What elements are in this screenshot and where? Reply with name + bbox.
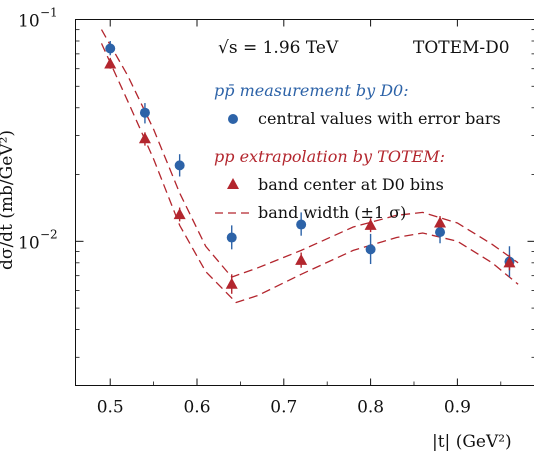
d0-data-point bbox=[139, 107, 150, 118]
marker-group bbox=[104, 43, 516, 289]
x-tick-label: 0.7 bbox=[270, 398, 297, 418]
error-bar-group bbox=[109, 40, 511, 294]
legend-d0-marker bbox=[228, 114, 238, 124]
legend-totem-marker bbox=[227, 178, 239, 189]
y-axis-label: dσ/dt (mb/GeV²) bbox=[0, 130, 17, 270]
d0-data-point bbox=[435, 227, 446, 238]
legend-band-entry: band width (±1 σ) bbox=[258, 203, 406, 222]
d0-data-point bbox=[296, 219, 307, 230]
y-tick-label: 10 bbox=[18, 12, 40, 32]
totem-data-point bbox=[364, 218, 377, 230]
legend-d0-entry: central values with error bars bbox=[258, 109, 501, 128]
legend-d0-title: pp̄ measurement by D0: bbox=[214, 81, 409, 100]
legend-totem-marker-entry: band center at D0 bins bbox=[258, 175, 444, 194]
d0-data-point bbox=[226, 232, 237, 243]
x-tick-label: 0.8 bbox=[357, 398, 384, 418]
x-tick-label: 0.6 bbox=[183, 398, 210, 418]
y-tick-exponent: −2 bbox=[40, 227, 58, 241]
legend-totem-title: pp extrapolation by TOTEM: bbox=[214, 147, 445, 166]
totem-data-point bbox=[434, 216, 447, 228]
band-group bbox=[100, 29, 519, 304]
plot-frame bbox=[75, 19, 534, 386]
x-tick-label: 0.9 bbox=[444, 398, 471, 418]
experiment-annotation: TOTEM-D0 bbox=[413, 38, 510, 58]
totem-data-point bbox=[225, 277, 238, 289]
y-tick-exponent: −1 bbox=[40, 6, 58, 20]
x-tick-label: 0.5 bbox=[97, 398, 124, 418]
band-lower-line bbox=[100, 43, 519, 304]
d0-data-point bbox=[174, 160, 185, 171]
y-tick-label: 10 bbox=[18, 233, 40, 253]
totem-data-point bbox=[173, 208, 186, 220]
x-axis: 0.5 0.6 0.7 0.8 0.9 bbox=[97, 19, 502, 418]
d0-data-point bbox=[365, 244, 376, 255]
x-axis-label: |t| (GeV²) bbox=[432, 432, 512, 452]
totem-data-point bbox=[138, 132, 151, 144]
d0-data-point bbox=[105, 43, 116, 54]
totem-data-point bbox=[104, 57, 117, 69]
energy-annotation: √s = 1.96 TeV bbox=[218, 38, 339, 58]
totem-data-point bbox=[503, 256, 516, 268]
totem-data-point bbox=[295, 253, 308, 265]
legend: pp̄ measurement by D0: central values wi… bbox=[214, 81, 501, 222]
y-axis: 10−110−2 bbox=[18, 6, 534, 358]
